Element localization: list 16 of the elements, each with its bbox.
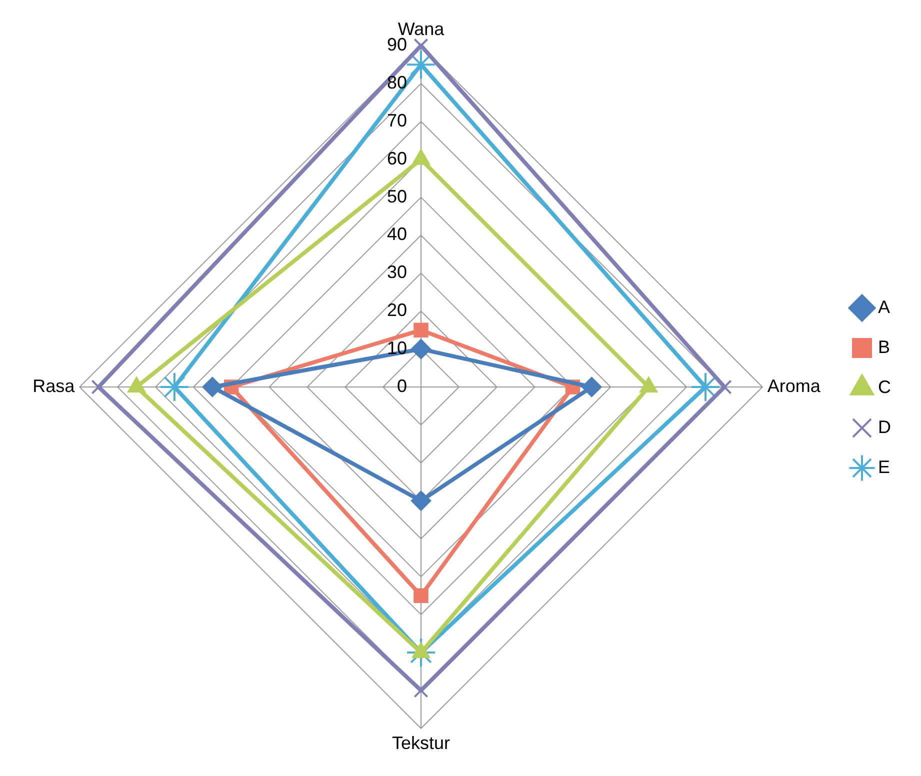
legend-label: A <box>878 296 890 317</box>
legend-label: B <box>878 336 890 357</box>
y-tick-label: 60 <box>386 148 407 168</box>
y-tick-label: 0 <box>396 376 407 396</box>
legend-label: C <box>878 376 891 397</box>
legend-label: E <box>878 456 890 477</box>
y-tick-label: 80 <box>386 72 407 92</box>
y-tick-label: 30 <box>386 262 407 282</box>
y-tick-label: 40 <box>386 224 407 244</box>
legend-label: D <box>878 416 891 437</box>
spoke-label: Rasa <box>32 376 76 396</box>
spoke-label: Tekstur <box>392 733 450 754</box>
spoke-label: Aroma <box>767 376 822 396</box>
y-tick-label: 50 <box>386 186 407 206</box>
y-tick-label: 20 <box>386 300 407 320</box>
y-tick-label: 70 <box>386 110 407 130</box>
